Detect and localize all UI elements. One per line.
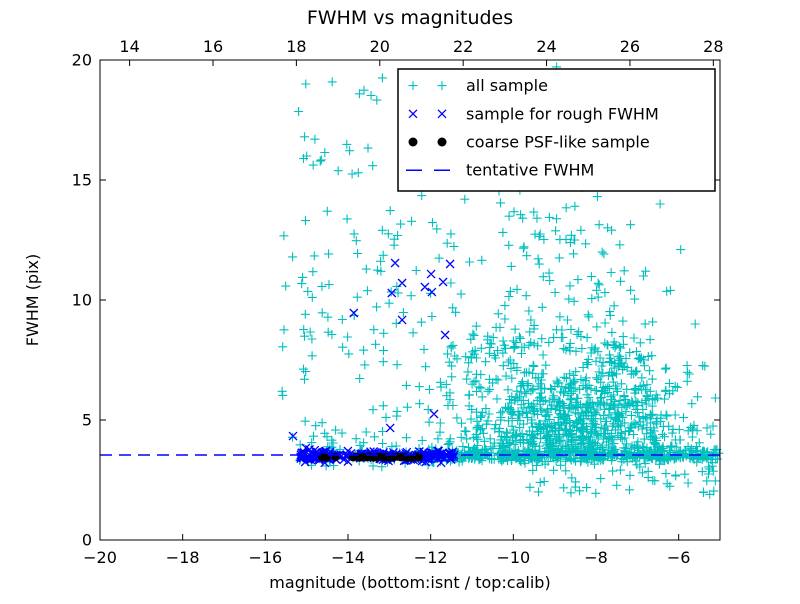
x-tick-label-bottom: −14 xyxy=(331,548,365,567)
axis-tick-labels-bottom: −20 −18 −16 −14 −12 −10 −8 −6 xyxy=(83,548,690,567)
y-tick-label: 0 xyxy=(82,531,92,550)
x-tick-label-top: 16 xyxy=(203,37,223,56)
x-tick-label-bottom: −16 xyxy=(248,548,282,567)
legend-label: all sample xyxy=(466,76,548,95)
legend-entry: coarse PSF-like sample xyxy=(408,133,650,152)
x-tick-label-top: 28 xyxy=(703,37,723,56)
x-tick-label-bottom: −12 xyxy=(414,548,448,567)
chart-title: FWHM vs magnitudes xyxy=(307,7,513,29)
x-tick-label-bottom: −10 xyxy=(496,548,530,567)
x-marker-icon xyxy=(408,109,447,119)
y-tick-label: 10 xyxy=(72,291,92,310)
y-tick-label: 20 xyxy=(72,51,92,70)
x-tick-label-top: 20 xyxy=(370,37,390,56)
y-tick-label: 5 xyxy=(82,411,92,430)
legend-entry: sample for rough FWHM xyxy=(408,104,659,123)
x-tick-label-bottom: −18 xyxy=(166,548,200,567)
x-tick-label-bottom: −20 xyxy=(83,548,117,567)
x-tick-label-top: 24 xyxy=(536,37,556,56)
x-axis-label: magnitude (bottom:isnt / top:calib) xyxy=(269,573,550,592)
axis-tick-labels-left: 0 5 10 15 20 xyxy=(72,51,92,550)
y-tick-label: 15 xyxy=(72,171,92,190)
legend-label: coarse PSF-like sample xyxy=(466,133,650,152)
plus-icon xyxy=(408,81,447,91)
legend-label: sample for rough FWHM xyxy=(466,104,659,123)
series-rough-fwhm xyxy=(288,258,459,468)
axis-ticks xyxy=(99,59,720,541)
dot-icon xyxy=(408,137,418,147)
legend-entry: tentative FWHM xyxy=(406,161,594,180)
x-tick-label-top: 22 xyxy=(453,37,473,56)
legend-entry: all sample xyxy=(408,76,548,95)
dot-icon xyxy=(437,137,447,147)
x-tick-label-bottom: −8 xyxy=(584,548,608,567)
axis-tick-labels-top: 14 16 18 20 22 24 26 28 xyxy=(119,37,723,56)
legend: all sample sample for rough FWHM coarse PS… xyxy=(397,68,716,192)
legend-box xyxy=(397,68,716,192)
series-psf-sample xyxy=(318,452,424,462)
x-tick-label-top: 18 xyxy=(286,37,306,56)
y-axis-label: FWHM (pix) xyxy=(23,254,42,347)
legend-label: tentative FWHM xyxy=(466,161,594,180)
x-tick-label-top: 26 xyxy=(620,37,640,56)
x-tick-label-top: 14 xyxy=(119,37,139,56)
x-tick-label-bottom: −6 xyxy=(667,548,691,567)
